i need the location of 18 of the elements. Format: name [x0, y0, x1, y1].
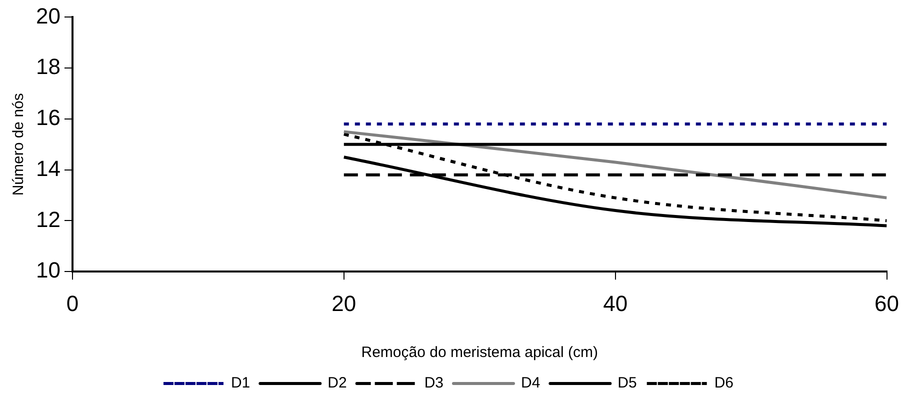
legend-label: D5	[618, 374, 637, 392]
legend-label: D3	[424, 374, 444, 392]
y-tick-label: 14	[36, 156, 60, 181]
x-tick-label: 40	[603, 290, 628, 316]
legend-label: D4	[521, 374, 540, 392]
y-tick-label: 10	[36, 258, 60, 283]
x-tick-label: 20	[332, 290, 356, 316]
y-tick-label: 20	[36, 3, 60, 28]
y-tick-label: 16	[36, 105, 60, 130]
legend-label: D6	[714, 374, 734, 392]
x-axis-title: Remoção do meristema apical (cm)	[361, 344, 598, 362]
legend-label: D2	[328, 374, 347, 392]
x-tick-label: 0	[66, 290, 79, 316]
y-tick-label: 12	[36, 206, 60, 232]
legend-label: D1	[230, 374, 250, 392]
y-axis-title: Número de nós	[10, 93, 28, 196]
x-tick-label: 60	[874, 290, 900, 316]
y-tick-label: 18	[36, 54, 60, 80]
